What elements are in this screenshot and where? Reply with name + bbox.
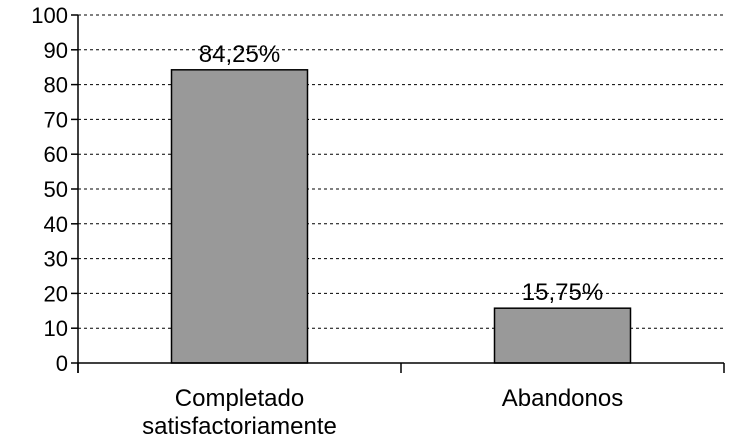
y-tick-label: 0 bbox=[56, 351, 68, 376]
y-tick-label: 60 bbox=[44, 142, 68, 167]
y-tick-label: 20 bbox=[44, 281, 68, 306]
y-tick-label: 30 bbox=[44, 247, 68, 272]
data-label: 15,75% bbox=[522, 279, 603, 306]
y-tick-label: 10 bbox=[44, 316, 68, 341]
y-tick-label: 90 bbox=[44, 38, 68, 63]
y-axis-ticks: 0 10 20 30 40 50 60 70 80 90 100 bbox=[31, 3, 78, 376]
x-category-label: satisfactoriamente bbox=[142, 413, 337, 440]
y-tick-label: 40 bbox=[44, 212, 68, 237]
bar bbox=[170, 69, 309, 364]
y-tick-label: 50 bbox=[44, 177, 68, 202]
y-tick-label: 70 bbox=[44, 107, 68, 132]
x-category-label: Abandonos bbox=[502, 385, 623, 412]
bar bbox=[493, 307, 632, 364]
y-tick-label: 80 bbox=[44, 73, 68, 98]
data-label: 84,25% bbox=[199, 41, 280, 68]
y-tick-label: 100 bbox=[31, 3, 68, 28]
bars bbox=[170, 69, 632, 364]
x-category-label: Completado bbox=[175, 385, 304, 412]
data-labels: 84,25% 15,75% bbox=[199, 41, 603, 306]
